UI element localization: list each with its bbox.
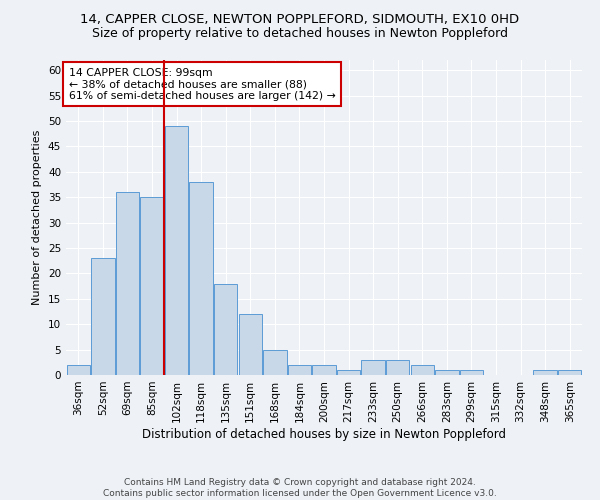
Bar [239,314,262,375]
Text: 14, CAPPER CLOSE, NEWTON POPPLEFORD, SIDMOUTH, EX10 0HD: 14, CAPPER CLOSE, NEWTON POPPLEFORD, SID… [80,12,520,26]
Bar [165,126,188,375]
Bar [288,365,311,375]
X-axis label: Distribution of detached houses by size in Newton Poppleford: Distribution of detached houses by size … [142,428,506,440]
Text: Contains HM Land Registry data © Crown copyright and database right 2024.
Contai: Contains HM Land Registry data © Crown c… [103,478,497,498]
Bar [140,197,164,375]
Bar [91,258,115,375]
Bar [533,370,557,375]
Bar [337,370,360,375]
Text: 14 CAPPER CLOSE: 99sqm
← 38% of detached houses are smaller (88)
61% of semi-det: 14 CAPPER CLOSE: 99sqm ← 38% of detached… [68,68,335,101]
Bar [263,350,287,375]
Bar [435,370,458,375]
Bar [386,360,409,375]
Y-axis label: Number of detached properties: Number of detached properties [32,130,43,305]
Bar [313,365,335,375]
Bar [410,365,434,375]
Bar [67,365,90,375]
Bar [361,360,385,375]
Bar [558,370,581,375]
Bar [460,370,483,375]
Text: Size of property relative to detached houses in Newton Poppleford: Size of property relative to detached ho… [92,28,508,40]
Bar [116,192,139,375]
Bar [190,182,213,375]
Bar [214,284,238,375]
